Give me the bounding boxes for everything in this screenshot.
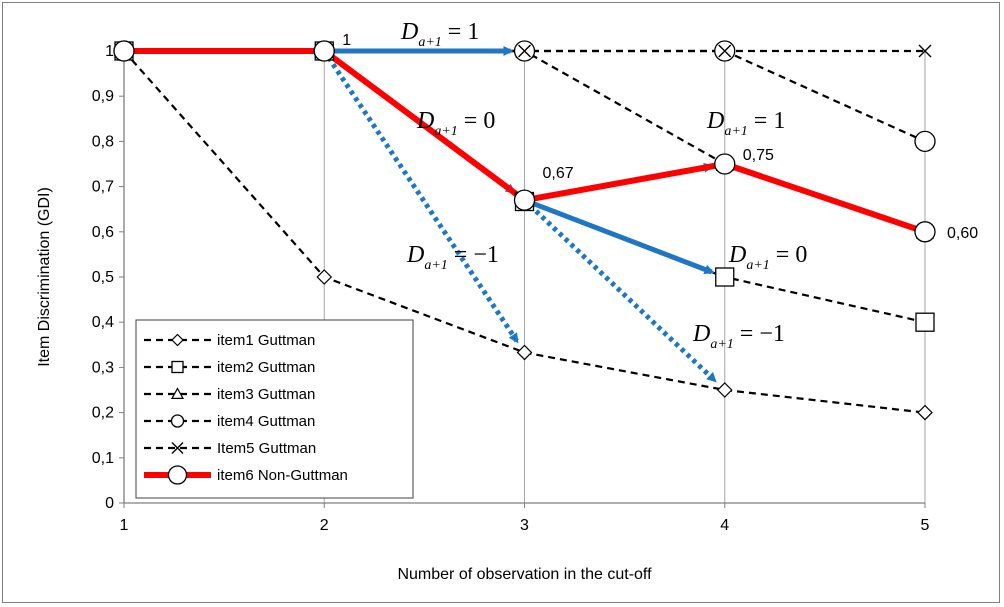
transition-arrow-5: [523, 197, 715, 275]
y-tick-label: 0,1: [92, 450, 114, 467]
series-1-point: [917, 404, 933, 421]
y-tick-label: 0,5: [92, 269, 114, 286]
y-tick-label: 0,9: [92, 88, 114, 105]
arrow-annotation: Da+1 = 0: [728, 242, 807, 273]
series-line-1: [123, 50, 926, 414]
y-tick-label: 0,6: [92, 224, 114, 241]
y-tick-label: 0,3: [92, 359, 114, 376]
data-label: 0,75: [743, 147, 774, 164]
series-5-point: [918, 44, 932, 58]
legend-swatch-marker: [167, 465, 188, 485]
line-chart: 0 0,1 0,2 0,3 0,4 0,5 0,6 0,7 0,8 0,9 1 1 2 3 4 5 1 0,67…: [36, 19, 978, 583]
transition-arrow-6: [522, 198, 717, 383]
legend-entry-label: item4 Guttman: [217, 413, 315, 430]
series-4-point: [914, 130, 936, 153]
legend-swatch-marker: [171, 360, 184, 374]
y-tick-label: 0: [105, 495, 114, 512]
data-label: 0,60: [947, 225, 978, 242]
series-2-point: [915, 312, 935, 332]
arrow-annotation: Da+1 = 0: [416, 108, 495, 139]
data-label: 0,67: [543, 165, 574, 182]
arrow-annotation: Da+1 = −1: [406, 242, 499, 273]
legend-swatch-marker: [171, 333, 184, 347]
series-6-point: [714, 153, 736, 175]
series-5-point: [718, 44, 732, 58]
legend-entry-label: item6 Non-Guttman: [217, 467, 348, 484]
legend-swatch-marker: [171, 442, 184, 454]
legend-entry-label: Item5 Guttman: [217, 440, 316, 457]
y-tick-label: 0,7: [92, 179, 114, 196]
y-axis-title: Item Discrimination (GDI): [36, 187, 53, 367]
arrow-annotation: Da+1 = −1: [692, 321, 785, 352]
series-5-point: [518, 44, 531, 58]
arrow-annotation: Da+1 = 1: [400, 19, 479, 50]
y-tick-label: 1: [105, 43, 114, 60]
data-label: 1: [342, 32, 351, 49]
legend-swatch-marker: [170, 387, 185, 399]
series-6-point: [914, 221, 936, 243]
series-1-point: [516, 344, 533, 361]
legend-entry-label: item3 Guttman: [217, 386, 315, 403]
series-6-point: [313, 40, 335, 62]
legend-entry-label: item2 Guttman: [217, 359, 315, 376]
series-1-point: [316, 269, 333, 285]
series-6-point: [113, 40, 135, 62]
series-1-point: [716, 382, 733, 398]
x-tick-label: 2: [320, 517, 329, 534]
legend-entry-label: item1 Guttman: [217, 332, 315, 349]
arrow-annotation: Da+1 = 1: [706, 108, 785, 139]
x-axis-title: Number of observation in the cut-off: [397, 566, 652, 583]
y-tick-label: 0,4: [92, 314, 114, 331]
series-2-point: [715, 267, 735, 287]
series-6-point: [513, 189, 536, 211]
x-tick-label: 3: [520, 517, 529, 534]
transition-arrow-3: [322, 49, 519, 344]
x-tick-label: 1: [120, 517, 129, 534]
x-tick-label: 4: [720, 517, 729, 534]
y-tick-label: 0,8: [92, 133, 114, 150]
y-tick-label: 0,2: [92, 405, 114, 422]
legend-swatch-marker: [170, 414, 185, 428]
x-tick-label: 5: [921, 517, 930, 534]
